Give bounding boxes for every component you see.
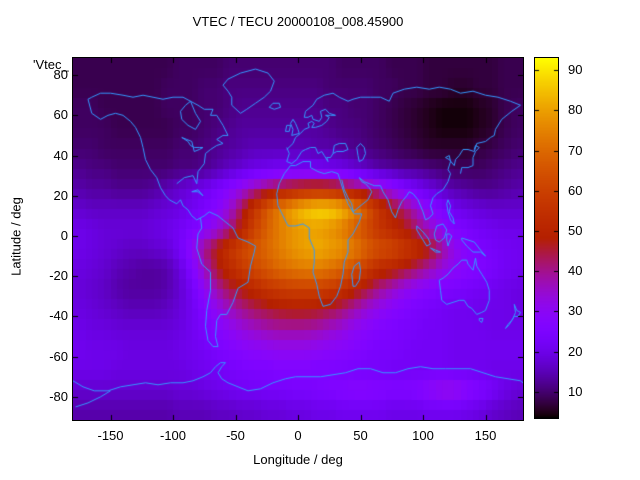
x-tick-label: 50 [353,428,368,443]
y-tick-label: 80 [53,67,68,83]
colorbar-tick-label: 70 [568,142,583,158]
colorbar-tick-label: 40 [568,263,583,279]
colorbar-tick-label: 20 [568,343,583,359]
x-tick-label: -100 [159,428,187,443]
y-tick-label: -60 [49,348,68,364]
tec-heatmap-canvas [73,58,523,420]
y-tick-label: -20 [49,268,68,284]
y-tick-label: 60 [53,107,68,123]
y-tick-label: 40 [53,147,68,163]
colorbar-tick-label: 30 [568,303,583,319]
vtec-overlay-label: 'Vtec_ [33,57,69,72]
x-tick-label: 0 [294,428,302,443]
plot-area [72,57,524,421]
colorbar-tick-label: 80 [568,102,583,118]
colorbar-tick-label: 50 [568,222,583,238]
x-tick-label: -150 [97,428,124,443]
y-tick-label: -40 [49,308,68,324]
y-tick-label: 20 [53,187,68,203]
y-tick-label: -80 [49,388,68,404]
colorbar [534,57,559,419]
colorbar-gradient-canvas [535,58,558,418]
colorbar-tick-label: 10 [568,383,583,399]
x-axis-label: Longitude / deg [253,452,343,467]
colorbar-tick-label: 60 [568,182,583,198]
x-tick-label: 150 [474,428,497,443]
chart-title: VTEC / TECU 20000108_008.45900 [192,14,404,29]
x-tick-label: 100 [412,428,434,443]
colorbar-tick-label: 90 [568,62,583,78]
y-tick-label: 0 [60,227,68,243]
x-tick-label: -50 [226,428,245,443]
